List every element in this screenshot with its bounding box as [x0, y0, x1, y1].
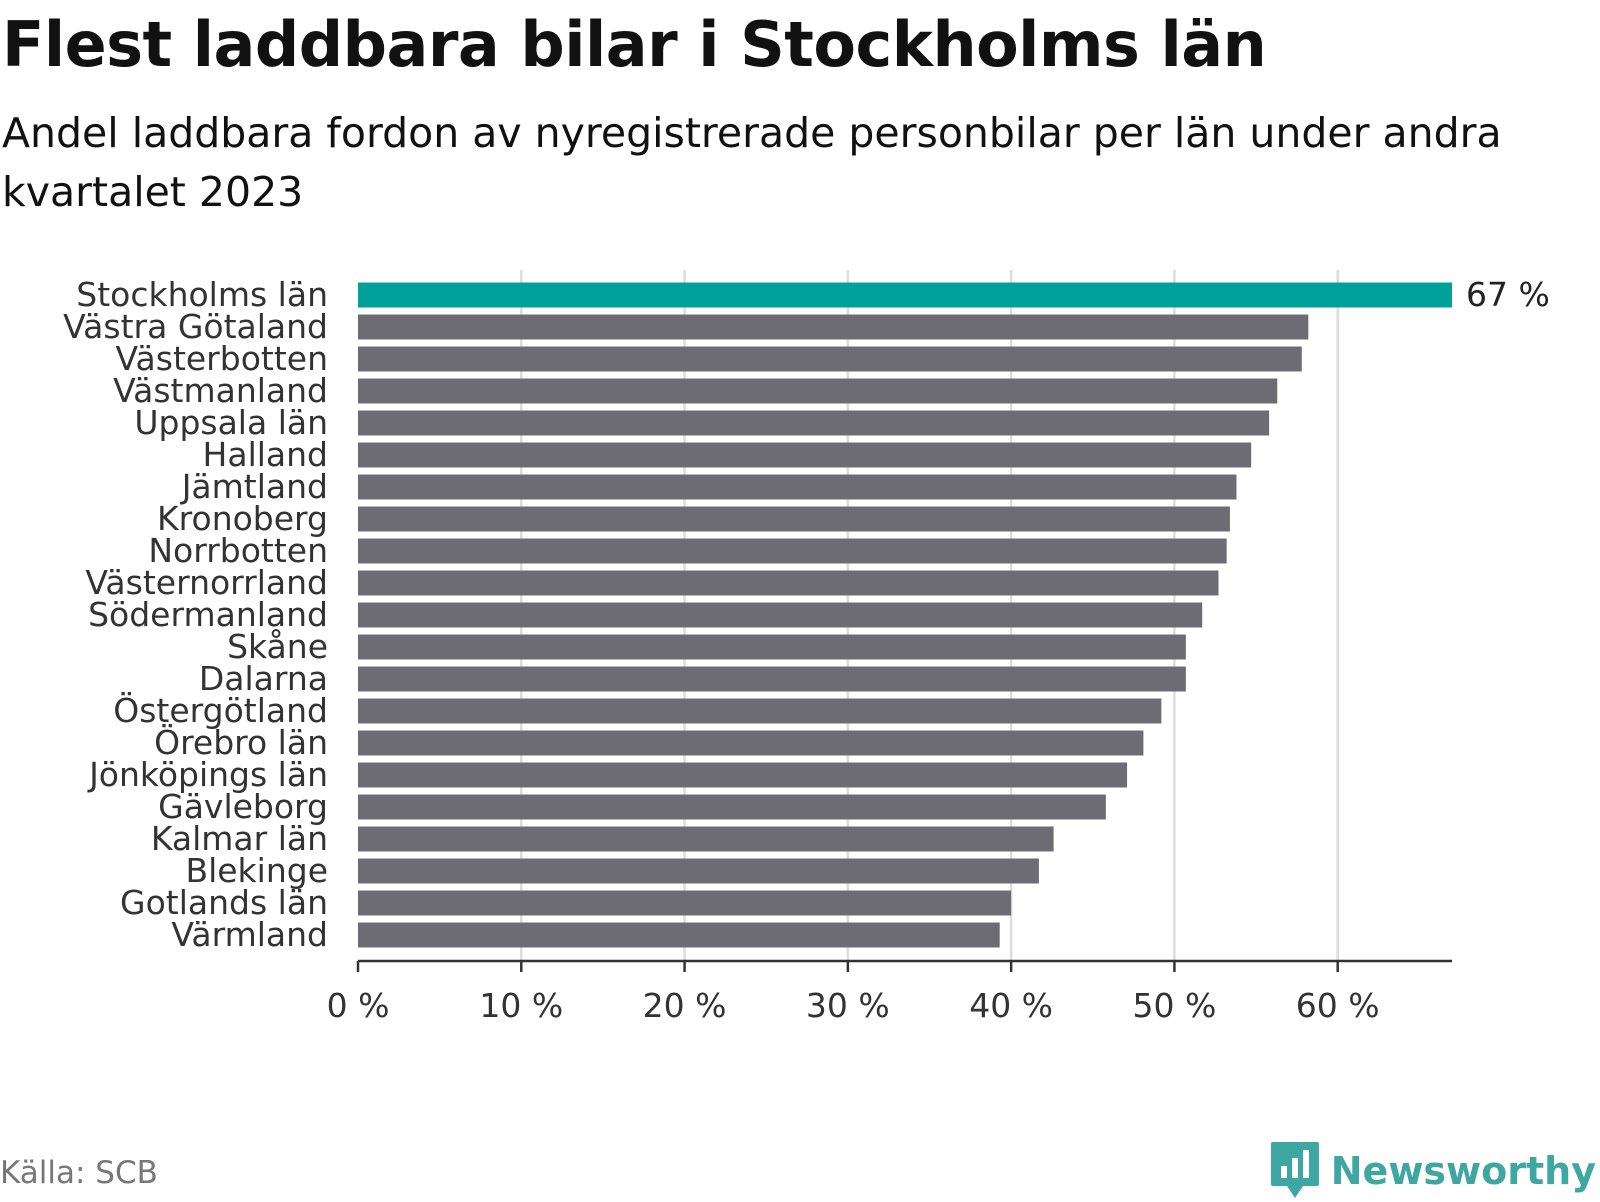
- x-tick-label: 10 %: [479, 986, 563, 1025]
- chart-title: Flest laddbara bilar i Stockholms län: [2, 8, 1267, 81]
- bar: [358, 890, 1012, 916]
- bar: [358, 474, 1237, 500]
- bar: [358, 634, 1186, 660]
- x-tick-label: 30 %: [806, 986, 890, 1025]
- bar: [358, 506, 1230, 532]
- category-label: Södermanland: [88, 595, 328, 634]
- bar: [358, 698, 1162, 724]
- category-label: Gotlands län: [120, 883, 328, 922]
- bar: [358, 602, 1203, 628]
- category-label: Skåne: [227, 627, 328, 666]
- bar: [358, 538, 1227, 564]
- category-label: Värmland: [171, 915, 328, 954]
- bar: [358, 794, 1106, 820]
- brand-logo: Newsworthy: [1269, 1140, 1596, 1202]
- data-label: 67 %: [1466, 275, 1550, 314]
- category-label: Västerbotten: [116, 339, 328, 378]
- bar: [358, 442, 1252, 468]
- bar: [358, 922, 1000, 948]
- bar: [358, 826, 1054, 852]
- chart-subtitle: Andel laddbara fordon av nyregistrerade …: [2, 109, 1502, 216]
- category-label: Gävleborg: [158, 787, 328, 826]
- category-label: Västmanland: [113, 371, 328, 410]
- source-note: Källa: SCB: [0, 1155, 158, 1191]
- bar: [358, 730, 1144, 756]
- x-tick-label: 20 %: [643, 986, 727, 1025]
- category-label: Östergötland: [113, 690, 328, 730]
- category-label: Dalarna: [199, 659, 328, 698]
- category-label: Halland: [203, 435, 328, 474]
- category-label: Kronoberg: [157, 499, 328, 538]
- category-label: Jämtland: [180, 467, 328, 506]
- category-label: Västernorrland: [85, 563, 328, 602]
- bar: [358, 378, 1278, 404]
- x-tick-label: 40 %: [969, 986, 1053, 1025]
- bar: [358, 858, 1039, 884]
- category-label: Uppsala län: [134, 403, 328, 442]
- category-label: Jönköpings län: [87, 755, 328, 794]
- bar: [358, 410, 1270, 436]
- category-label: Norrbotten: [148, 531, 328, 570]
- bar: [358, 346, 1302, 372]
- bar: [358, 282, 1452, 308]
- category-label: Västra Götaland: [63, 307, 328, 346]
- bar: [358, 314, 1309, 340]
- x-tick-label: 60 %: [1296, 986, 1380, 1025]
- brand-name: Newsworthy: [1330, 1149, 1596, 1193]
- category-label: Örebro län: [154, 722, 328, 762]
- x-tick-label: 50 %: [1132, 986, 1216, 1025]
- bar: [358, 762, 1128, 788]
- bar: [358, 570, 1219, 596]
- newsworthy-logo-icon: [1270, 1142, 1319, 1198]
- category-label: Stockholms län: [76, 275, 328, 314]
- category-label: Kalmar län: [151, 819, 328, 858]
- category-label: Blekinge: [185, 851, 328, 890]
- bar: [358, 666, 1186, 692]
- x-tick-label: 0 %: [327, 986, 390, 1025]
